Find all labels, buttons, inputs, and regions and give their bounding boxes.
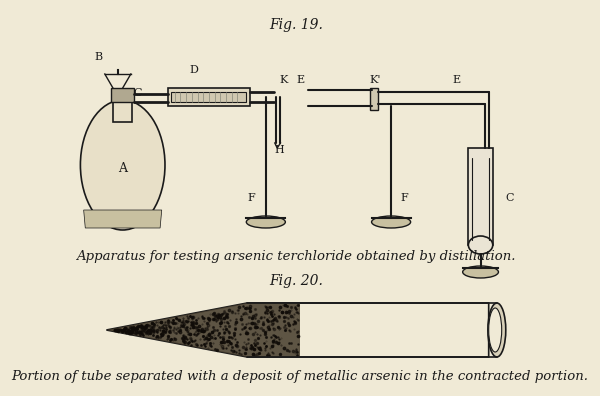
Polygon shape <box>106 303 488 357</box>
Text: Fig. 19.: Fig. 19. <box>269 18 323 32</box>
Text: K: K <box>280 75 288 85</box>
Polygon shape <box>106 303 300 357</box>
Text: E: E <box>296 75 304 85</box>
Polygon shape <box>83 210 162 228</box>
Ellipse shape <box>488 303 506 357</box>
Text: K': K' <box>369 75 380 85</box>
Ellipse shape <box>469 236 493 254</box>
Text: C: C <box>506 193 514 203</box>
Bar <box>370 88 378 110</box>
Ellipse shape <box>80 100 165 230</box>
Text: A: A <box>118 162 127 175</box>
Text: Portion of tube separated with a deposit of metallic arsenic in the contracted p: Portion of tube separated with a deposit… <box>11 370 589 383</box>
Bar <box>469 148 493 245</box>
Text: F: F <box>247 193 255 203</box>
Text: Fig. 20.: Fig. 20. <box>269 274 323 288</box>
Bar <box>112 88 134 102</box>
Ellipse shape <box>371 216 410 228</box>
Text: B: B <box>94 52 103 62</box>
Text: H: H <box>275 145 284 155</box>
Ellipse shape <box>247 216 286 228</box>
Text: D: D <box>190 65 199 75</box>
Text: Apparatus for testing arsenic terchloride obtained by distillation.: Apparatus for testing arsenic terchlorid… <box>76 250 515 263</box>
Text: F: F <box>400 193 408 203</box>
Text: E: E <box>452 75 460 85</box>
Ellipse shape <box>488 308 502 352</box>
Text: C: C <box>133 88 142 98</box>
Bar <box>168 88 250 106</box>
Bar <box>172 92 247 102</box>
Bar <box>113 100 133 122</box>
Ellipse shape <box>463 266 499 278</box>
